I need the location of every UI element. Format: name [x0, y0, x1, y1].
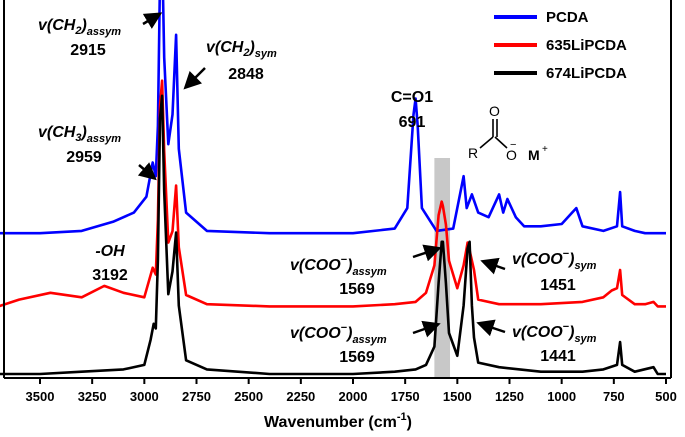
x-tick-label-1000: 1000	[547, 389, 576, 404]
annotation-coo-assym-red-value: 1569	[339, 281, 375, 298]
annotation-coo-sym-red: v(COO−)sym	[512, 248, 597, 272]
x-tick-label-2250: 2250	[286, 389, 315, 404]
annotation-ch2-sym: v(CH2)sym	[206, 39, 277, 60]
x-tick-label-3000: 3000	[130, 389, 159, 404]
series-group	[0, 0, 666, 376]
annotation-co-label: C=O1	[391, 89, 433, 106]
structure-o-minus: O	[506, 147, 517, 163]
annotation-ch3-assym-value: 2959	[66, 149, 102, 166]
x-tick-label-2500: 2500	[234, 389, 263, 404]
arrow-coo-sym-red	[480, 257, 506, 275]
series-line-635lipcda	[0, 79, 666, 308]
annotation-oh-value: 3192	[92, 267, 128, 284]
arrow-coo-assym-red	[412, 244, 442, 262]
highlight-band	[434, 158, 451, 378]
legend-label-pcda: PCDA	[546, 9, 589, 26]
legend-label-674lipcda: 674LiPCDA	[546, 65, 627, 82]
x-tick-label-1250: 1250	[495, 389, 524, 404]
series-line-pcda	[0, 0, 666, 235]
annotation-ch3-assym: v(CH3)assym	[38, 124, 121, 145]
legend: PCDA 635LiPCDA 674LiPCDA	[494, 9, 627, 82]
structure-metal: M	[528, 147, 540, 163]
annotation-coo-assym-red: v(COO−)assym	[290, 254, 387, 278]
carboxylate-structure: R O O − M +	[468, 103, 548, 163]
annotation-oh-label: -OH	[95, 243, 125, 260]
arrow-ch2-assym	[142, 12, 163, 29]
x-tick-label-3250: 3250	[78, 389, 107, 404]
structure-minus: −	[510, 139, 516, 151]
annotation-co-value: 691	[399, 114, 426, 131]
arrow-coo-assym-black	[412, 320, 441, 338]
x-tick-label-2750: 2750	[182, 389, 211, 404]
annotation-ch2-assym: v(CH2)assym	[38, 17, 121, 38]
structure-o-top: O	[489, 103, 500, 119]
annotation-ch2-sym-value: 2848	[228, 66, 264, 83]
x-tick-label-2000: 2000	[339, 389, 368, 404]
annotation-coo-sym-black-value: 1441	[540, 348, 576, 365]
x-tick-label-3500: 3500	[26, 389, 55, 404]
x-tick-label-1500: 1500	[443, 389, 472, 404]
annotations: v(CH2)assym 2915 v(CH2)sym 2848 v(CH3)as…	[38, 17, 597, 366]
annotation-coo-assym-black-value: 1569	[339, 349, 375, 366]
annotation-coo-sym-black: v(COO−)sym	[512, 321, 597, 345]
arrow-ch2-sym	[183, 67, 206, 90]
annotation-arrows	[137, 12, 506, 338]
x-tick-label-500: 500	[655, 389, 677, 404]
structure-plus: +	[542, 144, 548, 155]
x-tick-label-750: 750	[603, 389, 625, 404]
series-line-674lipcda	[0, 94, 666, 376]
arrow-coo-sym-black	[476, 319, 506, 337]
x-axis-title: Wavenumber (cm-1)	[264, 411, 412, 431]
structure-r: R	[468, 145, 478, 161]
legend-label-635lipcda: 635LiPCDA	[546, 37, 627, 54]
annotation-coo-sym-red-value: 1451	[540, 277, 576, 294]
x-tick-label-1750: 1750	[391, 389, 420, 404]
axis-frame	[3, 0, 672, 379]
annotation-coo-assym-black: v(COO−)assym	[290, 322, 387, 346]
arrow-ch3-assym	[137, 162, 157, 181]
x-axis-ticks: 3500 3250 3000 2750 2500 2250 2000 1750 1500 1250…	[26, 378, 677, 404]
annotation-ch2-assym-value: 2915	[70, 42, 106, 59]
